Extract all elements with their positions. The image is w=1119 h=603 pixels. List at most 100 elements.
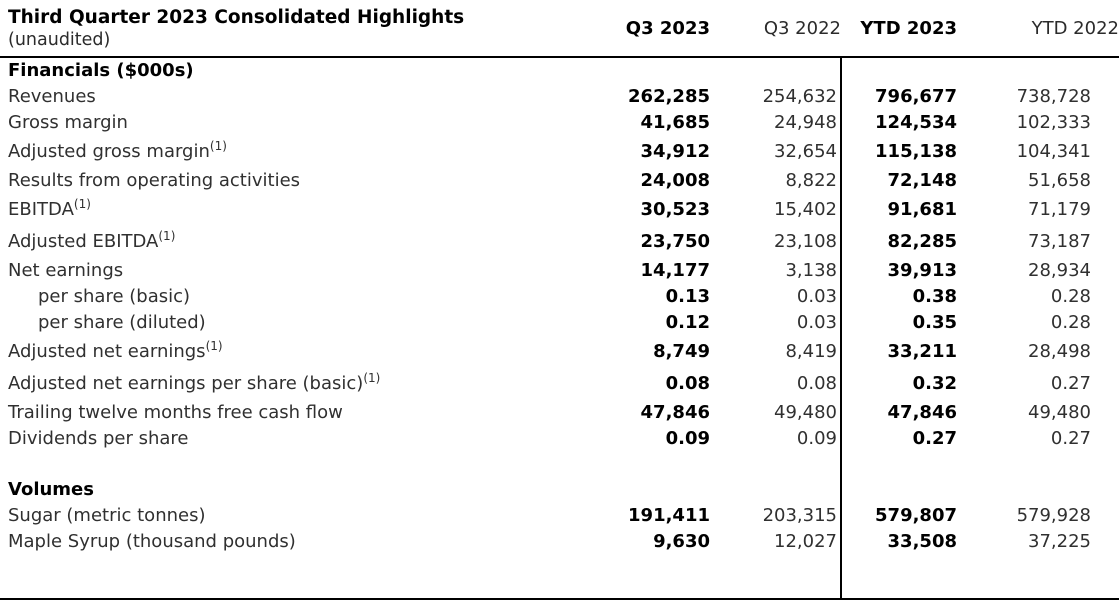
footnote-marker: (1): [158, 228, 176, 243]
cell-q3-2023: 23,750: [640, 230, 710, 252]
row-label: Sugar (metric tonnes): [0, 502, 600, 528]
row-label: [0, 554, 600, 599]
cell-ytd-2023: 0.32: [840, 367, 957, 399]
row-label-text: Trailing twelve months free cash flow: [8, 401, 343, 423]
table-row: Adjusted gross margin(1) 34,912 32,654 115,…: [0, 135, 1119, 167]
section-heading-row: Financials ($000s): [0, 57, 1119, 83]
cell-q3-2022: 32,654: [774, 140, 837, 162]
cell-q3-2023: 30,523: [640, 198, 710, 220]
row-label-text: Maple Syrup (thousand pounds): [8, 530, 296, 552]
cell-q3-2022: 0.08: [796, 372, 837, 394]
title-block: Third Quarter 2023 Consolidated Highligh…: [0, 0, 600, 58]
footnote-marker: (1): [209, 138, 227, 153]
cell-ytd-2022: 579,928: [1016, 504, 1091, 526]
row-label: Revenues: [0, 83, 600, 109]
row-label-text: Adjusted EBITDA: [8, 230, 159, 252]
cell-q3-2023: 24,008: [640, 169, 710, 191]
spacer-row: [0, 554, 1119, 599]
row-label-text: Results from operating activities: [8, 169, 301, 191]
cell-ytd-2022: 738,728: [1016, 85, 1091, 107]
row-label: Adjusted net earnings per share (basic)(…: [0, 367, 600, 399]
cell-q3-2023: 0.08: [665, 372, 710, 394]
footnote-marker: (1): [73, 196, 91, 211]
cell-ytd-2023: 82,285: [840, 225, 957, 257]
row-label: [0, 451, 600, 476]
cell-q3-2022: [710, 451, 841, 476]
header-row: Third Quarter 2023 Consolidated Highligh…: [0, 0, 1119, 58]
cell-q3-2022: [710, 57, 841, 83]
cell-ytd-2023: 39,913: [840, 257, 957, 283]
cell-ytd-2023: 0.35: [840, 309, 957, 335]
cell-ytd-2022: 0.28: [1050, 311, 1091, 333]
cell-ytd-2022: 0.27: [1050, 372, 1091, 394]
row-label: Trailing twelve months free cash flow: [0, 399, 600, 425]
row-label-text: Gross margin: [8, 111, 128, 133]
cell-ytd-2023: [840, 476, 957, 502]
cell-q3-2023: 41,685: [640, 111, 710, 133]
footnote-marker: (1): [205, 338, 223, 353]
cell-q3-2023: [600, 451, 710, 476]
row-label-text: Revenues: [8, 85, 96, 107]
cell-ytd-2023: 115,138: [840, 135, 957, 167]
cell-q3-2023: 9,630: [653, 530, 710, 552]
cell-ytd-2022: [957, 554, 1119, 599]
table-row: Dividends per share 0.09 0.09 0.27 0.27: [0, 425, 1119, 451]
cell-q3-2023: 34,912: [640, 140, 710, 162]
table-row: Sugar (metric tonnes) 191,411 203,315 579,8…: [0, 502, 1119, 528]
cell-q3-2022: 203,315: [762, 504, 837, 526]
row-label: Adjusted gross margin(1): [0, 135, 600, 167]
cell-ytd-2023: 91,681: [840, 193, 957, 225]
page-title: Third Quarter 2023 Consolidated Highligh…: [8, 6, 465, 28]
page-subtitle: (unaudited): [8, 29, 111, 50]
row-label-text: Sugar (metric tonnes): [8, 504, 206, 526]
cell-ytd-2022: 51,658: [1028, 169, 1091, 191]
table-row: Gross margin 41,685 24,948 124,534 102,333: [0, 109, 1119, 135]
cell-q3-2023: 8,749: [653, 340, 710, 362]
cell-q3-2022: 0.03: [796, 311, 837, 333]
cell-ytd-2023: 33,508: [840, 528, 957, 554]
table-row: per share (diluted) 0.12 0.03 0.35 0.28: [0, 309, 1119, 335]
cell-ytd-2023: [840, 554, 957, 599]
table-row: per share (basic) 0.13 0.03 0.38 0.28: [0, 283, 1119, 309]
row-label-text: per share (diluted): [38, 311, 206, 333]
cell-q3-2022: 12,027: [774, 530, 837, 552]
cell-ytd-2023: 124,534: [840, 109, 957, 135]
cell-ytd-2022: 28,934: [1028, 259, 1091, 281]
cell-ytd-2022: 73,187: [1028, 230, 1091, 252]
cell-ytd-2022: [957, 451, 1119, 476]
table-row: Adjusted net earnings per share (basic)(…: [0, 367, 1119, 399]
table-row: Results from operating activities 24,008 8…: [0, 167, 1119, 193]
cell-ytd-2022: 71,179: [1028, 198, 1091, 220]
cell-q3-2023: 14,177: [640, 259, 710, 281]
row-label-text: Net earnings: [8, 259, 124, 281]
cell-q3-2022: 254,632: [762, 85, 837, 107]
table-row: Adjusted net earnings(1) 8,749 8,419 33,211…: [0, 335, 1119, 367]
cell-ytd-2023: 0.27: [840, 425, 957, 451]
row-label-text: EBITDA: [8, 198, 74, 220]
row-label: EBITDA(1): [0, 193, 600, 225]
section-heading: Volumes: [8, 478, 94, 500]
row-label-text: Adjusted net earnings per share (basic): [8, 372, 364, 394]
cell-ytd-2022: 0.27: [1050, 427, 1091, 449]
row-label: per share (diluted): [0, 309, 600, 335]
cell-ytd-2023: [840, 451, 957, 476]
cell-q3-2023: 0.13: [665, 285, 710, 307]
footnote-marker: (1): [363, 370, 381, 385]
row-label: Maple Syrup (thousand pounds): [0, 528, 600, 554]
cell-ytd-2023: [840, 57, 957, 83]
table-body: Financials ($000s) Revenues 262,285 254,632…: [0, 57, 1119, 599]
row-label: Results from operating activities: [0, 167, 600, 193]
row-label-text: per share (basic): [38, 285, 191, 307]
cell-q3-2022: [710, 476, 841, 502]
cell-q3-2023: 0.12: [665, 311, 710, 333]
cell-q3-2023: 0.09: [665, 427, 710, 449]
cell-ytd-2022: 102,333: [1016, 111, 1091, 133]
cell-ytd-2023: 0.38: [840, 283, 957, 309]
table-row: Net earnings 14,177 3,138 39,913 28,934: [0, 257, 1119, 283]
cell-q3-2023: [600, 476, 710, 502]
row-label: per share (basic): [0, 283, 600, 309]
cell-q3-2022: 23,108: [774, 230, 837, 252]
cell-ytd-2023: 33,211: [840, 335, 957, 367]
cell-ytd-2023: 796,677: [840, 83, 957, 109]
